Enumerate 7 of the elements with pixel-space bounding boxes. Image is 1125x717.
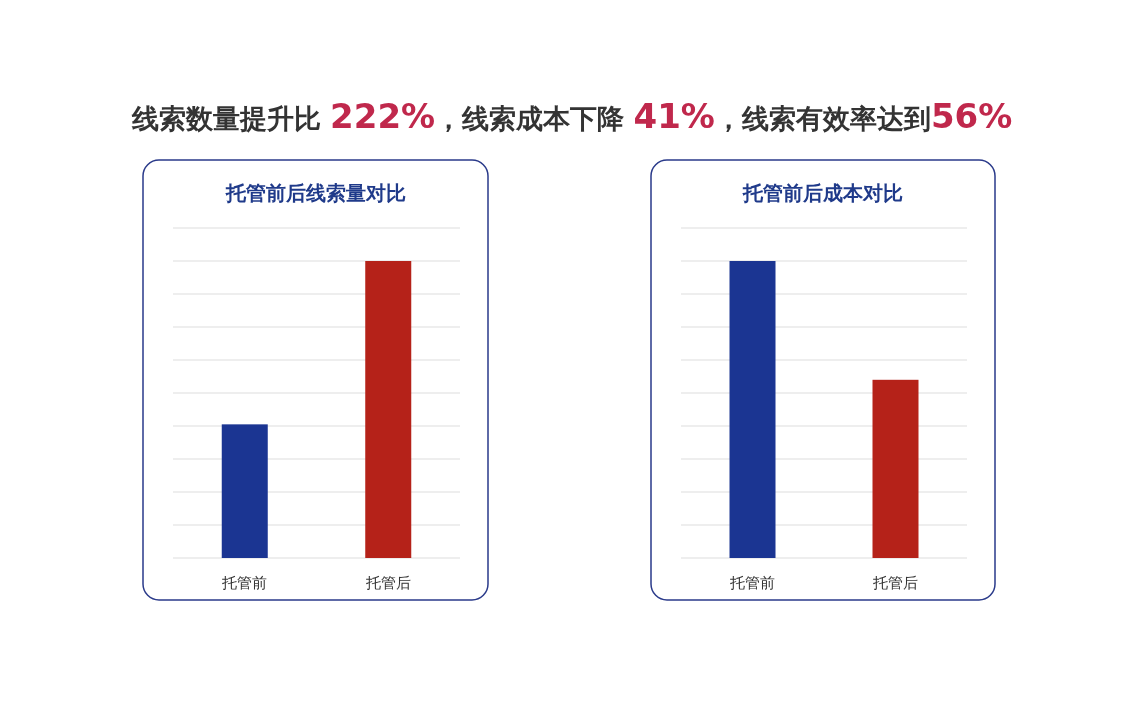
chart-title: 托管前后线索量对比 bbox=[224, 181, 406, 205]
chart-title: 托管前后成本对比 bbox=[742, 181, 903, 205]
x-tick-label: 托管前 bbox=[221, 574, 268, 592]
x-tick-label: 托管前 bbox=[729, 574, 775, 592]
x-tick-label: 托管后 bbox=[364, 574, 411, 592]
text: 线索数量提升比 222%，线索成本下降 41%，线索有效率达到56% bbox=[130, 96, 1013, 136]
x-tick-label: 托管后 bbox=[872, 574, 918, 592]
